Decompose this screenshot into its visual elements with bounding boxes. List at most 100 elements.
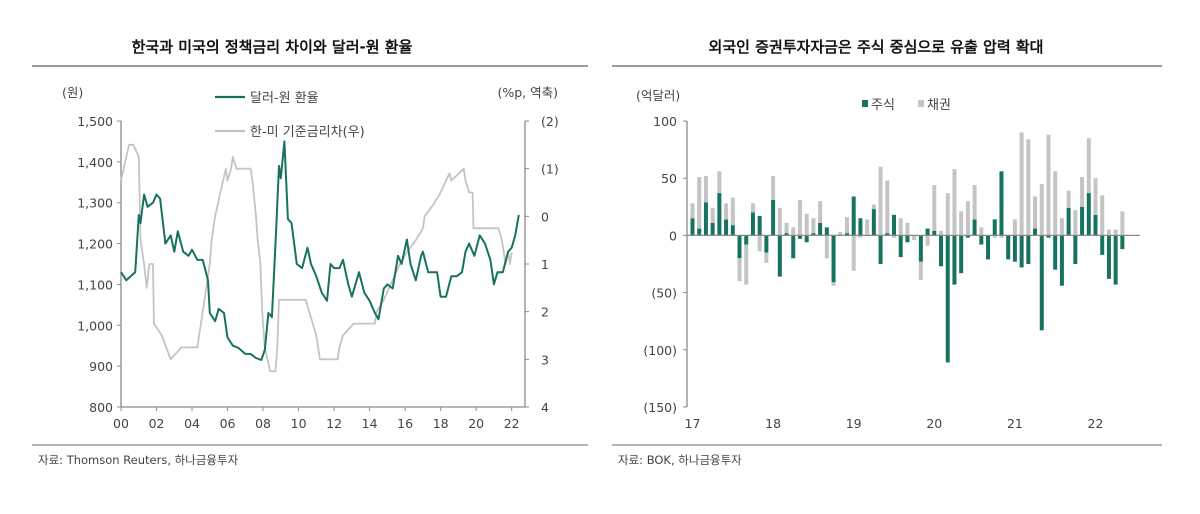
bar-stock <box>1019 235 1024 268</box>
bar-bond <box>865 219 870 236</box>
bar-stock <box>811 233 816 236</box>
bar-bond <box>804 213 809 236</box>
bar-stock <box>771 199 776 236</box>
bar-bond <box>764 252 769 263</box>
right-source: 자료: BOK, 하나금융투자 <box>618 453 742 467</box>
right-y-tick-label: 4 <box>541 400 549 415</box>
legend-label-exchange-rate: 달러-원 환율 <box>250 91 319 106</box>
bar-stock <box>892 214 896 236</box>
bar-bond <box>1033 196 1038 229</box>
bar-y-tick-label: 100 <box>653 114 677 129</box>
bar-bond <box>1059 218 1064 236</box>
bar-bond <box>871 204 876 210</box>
bar-bond <box>1113 229 1118 236</box>
bar-stock <box>703 202 708 236</box>
bar-x-tick-label: 17 <box>685 416 701 431</box>
x-tick-label: 00 <box>113 416 129 431</box>
bar-bond <box>831 282 836 286</box>
bar-stock <box>1059 235 1064 286</box>
bar-stock <box>1080 206 1085 236</box>
bar-stock <box>972 219 977 236</box>
bar-stock <box>952 235 957 285</box>
bar-bond <box>824 235 829 259</box>
bar-stock <box>764 235 769 253</box>
legend-swatch-stock <box>862 100 868 107</box>
bar-stock <box>831 235 836 283</box>
bar-stock <box>724 219 729 236</box>
bar-bond <box>945 193 950 236</box>
bar-stock <box>959 235 964 274</box>
bar-stock <box>818 222 823 236</box>
x-tick-label: 10 <box>291 416 307 431</box>
bar-x-tick-label: 21 <box>1007 416 1023 431</box>
bar-bond <box>1019 132 1024 236</box>
bar-stock <box>730 225 735 236</box>
exchange-rate-line <box>120 140 520 361</box>
bar-bond <box>844 217 849 234</box>
bar-stock <box>1006 235 1011 260</box>
bar-stock <box>986 235 991 260</box>
right-y-tick-label: 2 <box>541 305 549 320</box>
bar-stock <box>744 235 749 245</box>
x-tick-label: 14 <box>362 416 378 431</box>
bar-bond <box>878 166 883 236</box>
right-y-tick-label: 0 <box>541 209 549 224</box>
bar-bond <box>851 235 856 271</box>
bar-bond <box>797 199 802 236</box>
bar-stock <box>905 235 910 243</box>
bar-bond <box>737 258 742 282</box>
bar-bond <box>750 203 755 213</box>
bar-x-tick-label: 18 <box>765 416 781 431</box>
bar-bond <box>811 218 816 234</box>
bar-stock <box>1120 235 1125 250</box>
left-source: 자료: Thomson Reuters, 하나금융투자 <box>38 453 239 467</box>
bar-stock <box>851 196 856 236</box>
left-chart: 한국과 미국의 정책금리 차이와 달러-원 환율 (원) (%p, 역축) 달러… <box>32 38 588 467</box>
bar-stock <box>757 215 762 236</box>
bar-y-tick-label: (50) <box>651 286 677 301</box>
bar-stock <box>1033 228 1038 236</box>
left-y-tick-label: 1,500 <box>77 114 113 129</box>
left-y-tick-label: 900 <box>89 359 113 374</box>
bar-bond <box>724 203 729 220</box>
bar-stock <box>871 209 876 236</box>
bar-bond <box>1093 178 1098 215</box>
bar-bond <box>952 169 957 236</box>
legend-label-rate-diff: 한-미 기준금리차(우) <box>250 125 365 140</box>
legend-label-stock: 주식 <box>871 98 895 113</box>
bar-stock <box>885 233 890 236</box>
bar-stock <box>1106 235 1111 279</box>
bar-bond <box>818 201 823 223</box>
x-tick-label: 22 <box>504 416 520 431</box>
right-y-unit: (%p, 역축) <box>497 85 558 100</box>
bar-bond <box>1053 171 1058 236</box>
left-y-tick-label: 1,200 <box>77 237 113 252</box>
left-y-tick-label: 1,000 <box>77 318 113 333</box>
bar-bond <box>717 171 722 194</box>
bar-bond <box>1066 190 1071 208</box>
bar-stock <box>918 235 923 262</box>
bar-bond <box>892 235 896 238</box>
bar-y-unit: (억달러) <box>636 88 680 103</box>
bar-bond <box>703 175 708 203</box>
bar-bond <box>791 227 796 236</box>
bar-stock <box>784 233 789 236</box>
bar-bond <box>1039 183 1044 236</box>
bar-stock <box>939 235 944 267</box>
bar-stock <box>945 235 950 363</box>
bar-stock <box>965 235 970 238</box>
bar-bond <box>690 203 695 219</box>
bar-stock <box>999 171 1004 236</box>
bar-stock <box>791 235 796 259</box>
bar-stock <box>858 218 863 236</box>
bar-bond <box>1106 229 1111 236</box>
bar-x-tick-label: 20 <box>926 416 942 431</box>
bar-bond <box>999 235 1004 238</box>
bar-bond <box>777 207 782 236</box>
x-tick-label: 20 <box>468 416 484 431</box>
x-tick-label: 08 <box>255 416 271 431</box>
bar-stock <box>932 230 937 236</box>
left-y-tick-label: 1,100 <box>77 277 113 292</box>
bar-bond <box>979 227 984 236</box>
